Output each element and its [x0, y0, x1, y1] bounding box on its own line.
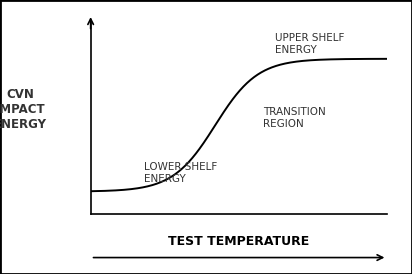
Text: LOWER SHELF
ENERGY: LOWER SHELF ENERGY — [144, 162, 217, 184]
Text: TRANSITION
REGION: TRANSITION REGION — [263, 107, 325, 129]
Text: CVN
IMPACT
ENERGY: CVN IMPACT ENERGY — [0, 88, 47, 131]
Text: TEST TEMPERATURE: TEST TEMPERATURE — [169, 235, 309, 248]
Text: UPPER SHELF
ENERGY: UPPER SHELF ENERGY — [274, 33, 344, 55]
